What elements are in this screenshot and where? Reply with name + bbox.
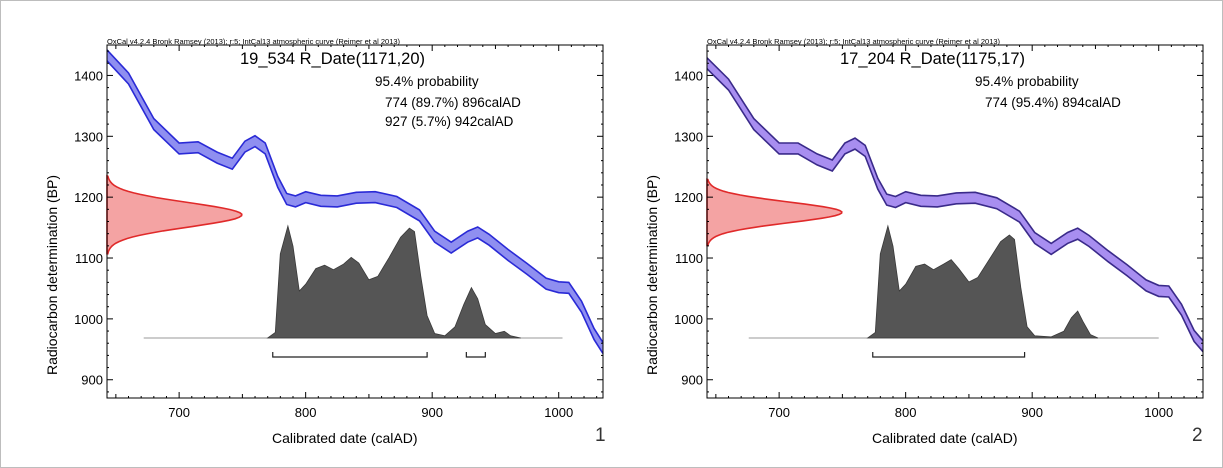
- measurement-distribution: [706, 178, 843, 247]
- calibration-curve-band: [107, 49, 603, 354]
- y-tick-label: 1200: [74, 190, 103, 205]
- y-tick-label: 1100: [75, 251, 103, 266]
- x-tick-label: 900: [421, 405, 443, 420]
- panel-number: 1: [595, 425, 606, 446]
- chart-svg: 700 800 900 1000 900 1000 1100 1200 1300 1400: [674, 44, 1204, 420]
- calibration-plot-2: 700 800 900 1000 900 1000 1100 1200 1300 1400 OxC…: [600, 0, 1211, 468]
- calibration-curve-lower: [106, 60, 604, 355]
- oxcal-header: OxCal v4.2.4 Bronk Ramsey (2013); r:5; I…: [707, 37, 1001, 46]
- x-axis-label: Calibrated date (calAD): [872, 430, 1018, 446]
- y-tick-label: 1300: [74, 129, 103, 144]
- range-bracket-1: [272, 352, 428, 358]
- x-tick-label: 1000: [544, 405, 573, 420]
- y-tick-label: 1000: [674, 312, 703, 327]
- y-tick-label: 1300: [674, 129, 703, 144]
- y-tick-label: 1400: [74, 68, 103, 83]
- y-tick-label: 1000: [74, 312, 103, 327]
- x-axis-label: Calibrated date (calAD): [272, 430, 418, 446]
- calibration-curve-lower: [706, 68, 1204, 353]
- x-tick-label: 900: [1021, 405, 1043, 420]
- y-tick-label: 900: [81, 373, 103, 388]
- x-tick-label: 700: [768, 405, 790, 420]
- calibration-plot-1: 700 800 900 1000 900 1000 1100 1200 1300 1400 OxC…: [0, 0, 611, 468]
- x-tick-label: 800: [895, 405, 917, 420]
- range-bracket-1: [872, 352, 1026, 358]
- posterior-density: [866, 224, 1099, 339]
- probability-heading: 95.4% probability: [375, 74, 479, 89]
- range-bracket-2: [465, 352, 486, 358]
- probability-heading: 95.4% probability: [975, 74, 1079, 89]
- y-tick-label: 1400: [674, 68, 703, 83]
- x-tick-label: 800: [295, 405, 317, 420]
- posterior-density: [266, 224, 521, 339]
- x-tick-label: 700: [168, 405, 190, 420]
- range-label-1: 774 (89.7%) 896calAD: [385, 95, 521, 110]
- range-label-2: 927 (5.7%) 942calAD: [385, 114, 514, 129]
- x-tick-label: 1000: [1144, 405, 1173, 420]
- y-tick-label: 1200: [674, 190, 703, 205]
- y-tick-label: 1100: [675, 251, 703, 266]
- calibration-curve-upper: [106, 49, 604, 344]
- calibration-curve-upper: [706, 57, 1204, 342]
- oxcal-header: OxCal v4.2.4 Bronk Ramsey (2013); r:5; I…: [107, 37, 401, 46]
- chart-svg: 700 800 900 1000 900 1000 1100 1200 1300 1400: [74, 44, 604, 420]
- y-tick-label: 900: [681, 373, 703, 388]
- range-label-1: 774 (95.4%) 894calAD: [985, 95, 1121, 110]
- plot-title: 17_204 R_Date(1175,17): [840, 50, 1025, 68]
- plot-title: 19_534 R_Date(1171,20): [240, 50, 425, 68]
- measurement-distribution: [106, 174, 243, 255]
- y-axis-label: Radiocarbon determination (BP): [44, 175, 60, 375]
- panel-number: 2: [1192, 425, 1203, 446]
- y-axis-label: Radiocarbon determination (BP): [644, 175, 660, 375]
